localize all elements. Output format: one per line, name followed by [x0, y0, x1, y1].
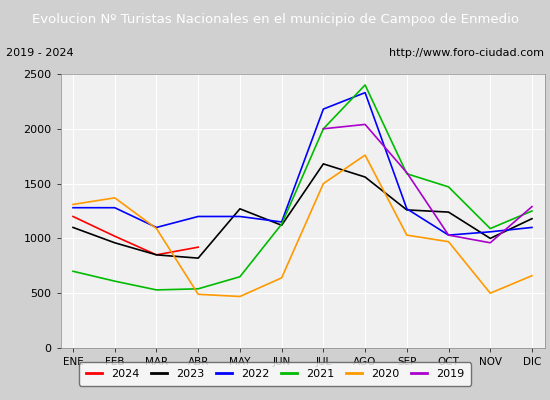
Text: Evolucion Nº Turistas Nacionales en el municipio de Campoo de Enmedio: Evolucion Nº Turistas Nacionales en el m…	[31, 14, 519, 26]
Text: http://www.foro-ciudad.com: http://www.foro-ciudad.com	[389, 48, 544, 58]
Text: 2019 - 2024: 2019 - 2024	[6, 48, 73, 58]
Legend: 2024, 2023, 2022, 2021, 2020, 2019: 2024, 2023, 2022, 2021, 2020, 2019	[79, 362, 471, 386]
